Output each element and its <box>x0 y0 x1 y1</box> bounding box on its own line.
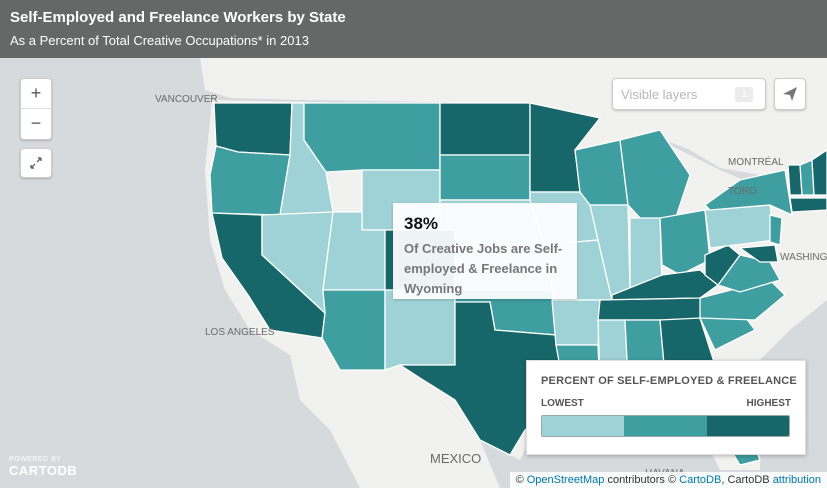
openstreetmap-link[interactable]: OpenStreetMap <box>526 474 605 486</box>
state-washington[interactable] <box>213 102 293 156</box>
map-attribution: © OpenStreetMap contributors © CartoDB, … <box>509 472 827 488</box>
powered-by-label: POWERED BY <box>9 456 62 463</box>
cartodb-wordmark: CARTODB <box>9 463 78 478</box>
zoom-control: + − <box>20 78 52 140</box>
state-oregon[interactable] <box>209 145 291 216</box>
attribution-link[interactable]: attribution <box>772 474 821 486</box>
state-ohio[interactable] <box>659 209 711 276</box>
state-new-york[interactable] <box>703 169 793 217</box>
state-new-jersey[interactable] <box>769 214 783 246</box>
visible-layers-count: 1 <box>735 87 753 102</box>
legend-title: PERCENT OF SELF-EMPLOYED & FREELANCE <box>541 375 797 387</box>
tooltip-description: Of Creative Jobs are Self-employed & Fre… <box>404 241 563 296</box>
share-button[interactable] <box>774 78 806 110</box>
land-mexico <box>290 355 500 488</box>
label-montreal: MONTRÉAL <box>728 155 784 168</box>
visible-layers-label: Visible layers <box>621 87 698 102</box>
state-texas[interactable] <box>397 301 566 456</box>
state-maryland[interactable] <box>738 244 779 263</box>
fullscreen-button[interactable] <box>20 148 52 178</box>
legend-lowest-label: LOWEST <box>541 398 584 409</box>
attribution-mid: contributors © <box>604 474 680 486</box>
cartodb-logo[interactable]: POWERED BY CARTODB <box>9 456 77 478</box>
state-massachusetts[interactable] <box>789 197 827 213</box>
label-vancouver: VANCOUVER <box>155 94 218 105</box>
legend-swatch-low <box>542 416 625 436</box>
attribution-mid2: , CartoDB <box>721 474 773 486</box>
state-south-dakota[interactable] <box>439 154 531 201</box>
attribution-prefix: © <box>515 474 527 486</box>
map-title: Self-Employed and Freelance Workers by S… <box>10 9 346 26</box>
state-north-dakota[interactable] <box>439 102 531 156</box>
visible-layers-button[interactable]: Visible layers 1 <box>612 78 766 110</box>
tooltip-value: 38% <box>404 214 439 233</box>
state-montana[interactable] <box>303 102 441 173</box>
label-washington: WASHINGTON <box>780 252 827 263</box>
paper-plane-icon <box>783 87 797 101</box>
legend-swatch-high <box>706 416 789 436</box>
state-maine[interactable] <box>811 149 827 196</box>
label-los-angeles: LOS ANGELES <box>205 327 275 338</box>
label-mexico: MEXICO <box>430 451 481 466</box>
expand-icon <box>30 157 42 169</box>
legend-color-scale <box>541 415 790 437</box>
label-toronto: TORO <box>728 186 757 197</box>
state-new-mexico[interactable] <box>384 289 456 371</box>
state-pennsylvania[interactable] <box>704 204 776 249</box>
legend-highest-label: HIGHEST <box>746 398 791 409</box>
map-header: Self-Employed and Freelance Workers by S… <box>0 0 827 58</box>
zoom-in-button[interactable]: + <box>21 79 51 109</box>
state-tooltip: 38% Of Creative Jobs are Self-employed &… <box>393 203 577 299</box>
cartodb-link[interactable]: CartoDB <box>679 474 722 486</box>
zoom-out-button[interactable]: − <box>30 113 42 133</box>
state-wisconsin[interactable] <box>574 139 629 206</box>
legend-swatch-mid <box>624 416 707 436</box>
state-arkansas[interactable] <box>551 299 601 346</box>
legend: PERCENT OF SELF-EMPLOYED & FREELANCE LOW… <box>526 360 806 455</box>
map-subtitle: As a Percent of Total Creative Occupatio… <box>10 33 309 48</box>
